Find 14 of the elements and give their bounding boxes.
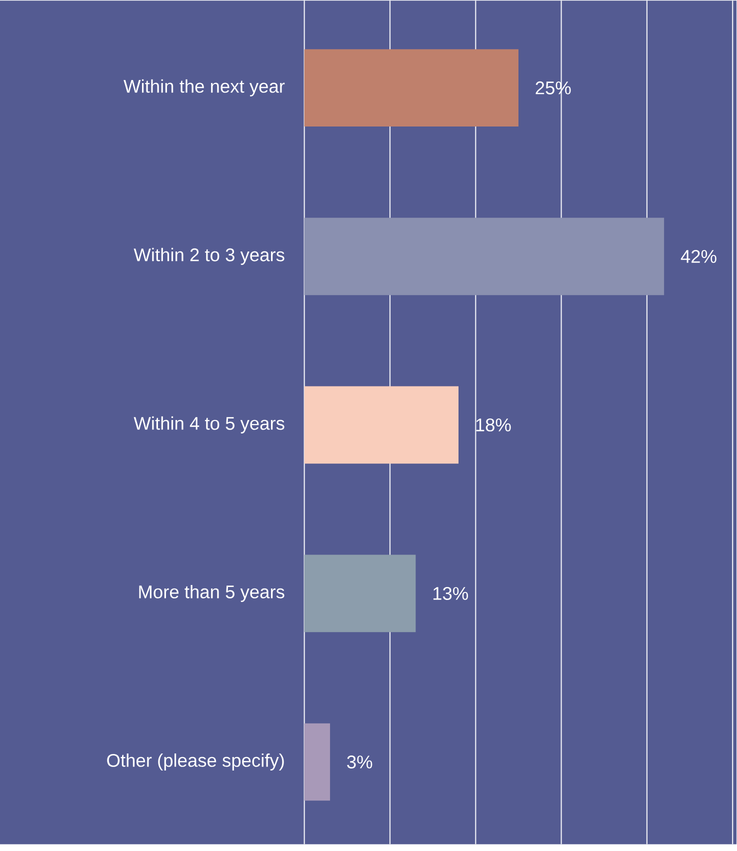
bar [304, 218, 664, 296]
y-tick-label: More than 5 years [139, 584, 285, 602]
data-label: 18% [476, 418, 512, 432]
bar [304, 49, 519, 127]
y-tick-label: Within 4 to 5 years [134, 416, 285, 434]
y-tick-label: Within 2 to 3 years [134, 248, 285, 265]
data-label: 3% [347, 756, 372, 768]
y-tick-label: Other (please specify) [107, 753, 284, 771]
bar [304, 386, 459, 464]
bar [304, 554, 416, 632]
data-label: 13% [434, 586, 468, 600]
y-tick-label: Within the next year [124, 79, 285, 96]
data-label: 42% [681, 250, 717, 263]
bar [304, 723, 330, 801]
